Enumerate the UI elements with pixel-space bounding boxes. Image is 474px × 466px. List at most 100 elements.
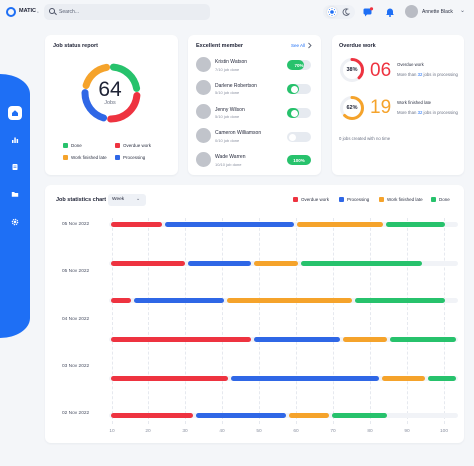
member-sub: 5/10 job done <box>215 90 240 95</box>
bar-work-finished-late[interactable] <box>296 222 383 227</box>
bell-icon[interactable] <box>384 6 396 18</box>
bar-work-finished-late[interactable] <box>343 337 387 342</box>
moon-icon[interactable] <box>341 7 351 17</box>
bar-work-finished-late[interactable] <box>288 413 329 418</box>
x-tick-label: 90 <box>404 429 410 434</box>
bar-overdue-work[interactable] <box>110 376 228 381</box>
x-tick-label: 80 <box>367 429 373 434</box>
pill-fill <box>287 60 304 70</box>
overdue-sub: More than 32 jobs in processing <box>397 72 458 77</box>
date-label: 05 Nov 2022 <box>62 269 90 274</box>
donut-segment-overdue-work <box>81 63 141 123</box>
bar-chart-icon <box>12 137 19 143</box>
member-sub: 10/10 job done <box>215 162 242 167</box>
grid-line <box>407 218 408 424</box>
user-name[interactable]: Annette Black <box>422 9 453 15</box>
member-avatar <box>196 57 211 72</box>
legend-processing-swatch <box>339 197 344 202</box>
late-sub: More than 32 jobs in processing <box>397 110 458 115</box>
overdue-label: Overdue work <box>397 62 424 67</box>
job-status-title: Job status report <box>53 43 98 49</box>
period-select[interactable] <box>108 194 146 206</box>
logo-dot: • <box>37 10 39 16</box>
search-placeholder: Search... <box>59 9 80 15</box>
bar-overdue-work[interactable] <box>110 413 193 418</box>
bar-processing[interactable] <box>230 376 379 381</box>
bar-done[interactable] <box>331 413 387 418</box>
pill-knob <box>290 109 298 117</box>
see-all-link[interactable]: See All <box>291 43 306 48</box>
sidebar-item-settings[interactable] <box>8 215 22 229</box>
bar-overdue-work[interactable] <box>110 222 162 227</box>
legend-done-swatch <box>63 143 68 148</box>
bar-work-finished-late[interactable] <box>381 376 426 381</box>
x-tick-label: 60 <box>293 429 299 434</box>
member-name: Wade Warren <box>215 154 246 160</box>
bar-processing[interactable] <box>164 222 294 227</box>
sidebar <box>0 74 30 338</box>
chevron-down-icon[interactable]: ⌄ <box>460 8 466 14</box>
bar-done[interactable] <box>354 298 445 303</box>
sidebar-item-documents[interactable] <box>8 160 22 174</box>
pill-text: 100% <box>293 157 305 163</box>
sidebar-item-folders[interactable] <box>8 187 22 201</box>
logo-text: MATIC <box>19 8 37 14</box>
member-progress-pill[interactable] <box>287 84 311 94</box>
folder-icon <box>11 192 19 197</box>
legend-done-label: Done <box>71 143 82 148</box>
bar-processing[interactable] <box>188 261 251 266</box>
member-progress-pill[interactable] <box>287 108 311 118</box>
legend-done-swatch <box>431 197 436 202</box>
legend-late-swatch <box>379 197 384 202</box>
bar-done[interactable] <box>389 337 457 342</box>
grid-line <box>333 218 334 424</box>
x-tick-label: 10 <box>109 429 115 434</box>
grid-line <box>112 218 113 424</box>
member-avatar <box>196 128 211 143</box>
late-label: Work finished late <box>397 100 432 105</box>
member-progress-pill[interactable]: 100% <box>287 155 311 165</box>
user-avatar[interactable] <box>405 5 418 18</box>
bar-done[interactable] <box>300 261 422 266</box>
legend-late-swatch <box>63 155 68 160</box>
bar-overdue-work[interactable] <box>110 298 131 303</box>
overdue-work-title: Overdue work <box>339 43 376 49</box>
grid-line <box>185 218 186 424</box>
legend-late-label: Work finished late <box>387 197 423 202</box>
sun-icon[interactable] <box>327 7 337 17</box>
chevron-right-icon[interactable] <box>307 42 313 49</box>
legend-done-label: Done <box>439 197 450 202</box>
excellent-member-card <box>188 35 321 175</box>
home-icon <box>12 110 18 116</box>
bar-processing[interactable] <box>133 298 224 303</box>
bar-overdue-work[interactable] <box>110 337 251 342</box>
chevron-down-icon: ⌄ <box>136 196 141 202</box>
bar-done[interactable] <box>385 222 445 227</box>
x-tick-label: 40 <box>219 429 225 434</box>
sidebar-item-stats[interactable] <box>8 133 22 147</box>
bar-processing[interactable] <box>195 413 286 418</box>
legend-overdue-swatch <box>293 197 298 202</box>
grid-line <box>259 218 260 424</box>
job-status-donut <box>81 63 141 123</box>
x-tick-label: 20 <box>145 429 151 434</box>
search-input[interactable] <box>44 4 210 20</box>
pill-fill <box>287 155 311 165</box>
bar-work-finished-late[interactable] <box>226 298 352 303</box>
bar-work-finished-late[interactable] <box>253 261 298 266</box>
legend-processing-label: Processing <box>123 155 146 160</box>
bar-overdue-work[interactable] <box>110 261 186 266</box>
grid-line <box>222 218 223 424</box>
member-progress-pill[interactable]: 70% <box>287 60 311 70</box>
overdue-percent: 38% <box>346 67 358 73</box>
pill-knob <box>288 133 296 141</box>
member-progress-pill[interactable] <box>287 132 311 142</box>
sidebar-item-home[interactable] <box>8 106 22 120</box>
member-avatar <box>196 104 211 119</box>
chat-icon[interactable] <box>362 6 374 18</box>
bar-processing[interactable] <box>253 337 341 342</box>
bar-done[interactable] <box>428 376 457 381</box>
x-tick-label: 100 <box>439 429 448 434</box>
member-sub: 5/10 job done <box>215 114 240 119</box>
date-label: 04 Nov 2022 <box>62 317 90 322</box>
